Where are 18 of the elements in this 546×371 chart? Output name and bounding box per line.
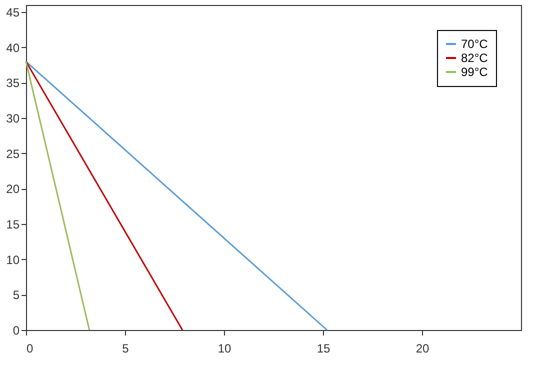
y-tick-label: 25 [6, 146, 20, 161]
y-tick-label: 5 [12, 288, 20, 302]
x-tick-label: 15 [316, 342, 330, 356]
y-tick-label: 10 [6, 252, 20, 267]
x-tick-label: 20 [416, 342, 430, 356]
x-tick-label: 5 [122, 342, 130, 356]
legend-label: 99°C [461, 65, 488, 79]
legend-label: 70°C [461, 37, 488, 51]
y-tick-label: 15 [6, 218, 20, 232]
legend-label: 82°C [461, 51, 488, 65]
y-tick-label: 20 [6, 182, 20, 196]
y-tick-label: 45 [6, 6, 20, 20]
y-tick-label: 35 [6, 76, 20, 90]
x-tick-label: 0 [26, 342, 34, 356]
y-tick-label: 40 [6, 40, 20, 55]
y-tick-label: 0 [12, 324, 20, 338]
y-tick-label: 30 [6, 112, 20, 126]
x-tick-label: 10 [218, 342, 232, 356]
